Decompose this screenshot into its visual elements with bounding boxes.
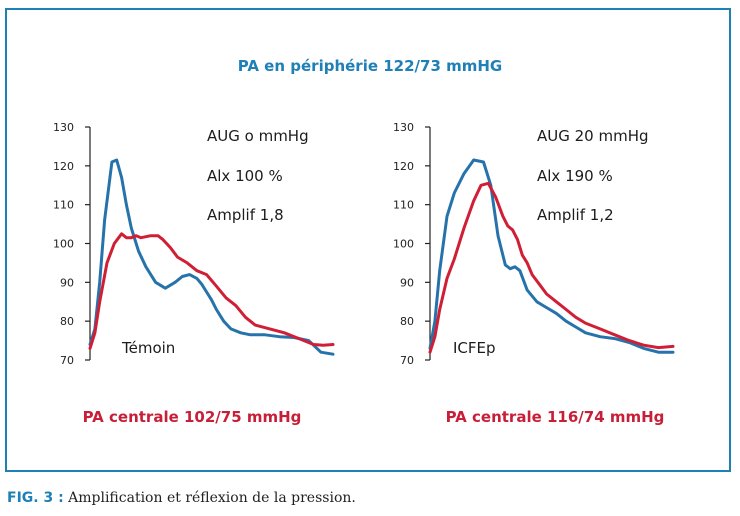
figure-frame: PA en périphérie 122/73 mmHG [5, 8, 731, 472]
y-tick-label: 90 [60, 276, 74, 289]
caption-text: Amplification et réflexion de la pressio… [68, 490, 356, 506]
y-tick-label: 90 [400, 276, 414, 289]
central-pressure-label: PA centrale 102/75 mmHg [83, 408, 302, 426]
annotation: AUG o mmHg [207, 127, 309, 145]
central-pressure-line [88, 232, 335, 350]
caption-figure-label: FIG. 3 : [7, 490, 64, 506]
peripheral-pressure-line [88, 158, 335, 356]
central-pressure-label: PA centrale 116/74 mmHg [446, 408, 665, 426]
figure-caption: FIG. 3 : Amplification et réflexion de l… [7, 490, 356, 506]
y-tick-label: 80 [60, 315, 74, 328]
y-tick-label: 120 [393, 160, 414, 173]
panel-label: ICFEp [453, 339, 496, 357]
y-tick-label: 80 [400, 315, 414, 328]
peripheral-pressure-line [428, 158, 675, 354]
annotation: Alx 100 % [207, 167, 283, 185]
y-tick-label: 130 [53, 121, 74, 134]
annotation: AUG 20 mmHg [537, 127, 649, 145]
figure-title: PA en périphérie 122/73 mmHG [237, 57, 503, 75]
annotation: Amplif 1,8 [207, 206, 284, 224]
y-tick-label: 110 [53, 199, 74, 212]
y-tick-label: 130 [393, 121, 414, 134]
y-tick-label: 70 [400, 354, 414, 367]
y-tick-label: 110 [393, 199, 414, 212]
y-tick-label: 70 [60, 354, 74, 367]
y-tick-label: 120 [53, 160, 74, 173]
panel-label: Témoin [121, 339, 175, 357]
y-tick-label: 100 [393, 238, 414, 251]
central-pressure-line [428, 181, 675, 354]
annotation: Amplif 1,2 [537, 206, 614, 224]
y-tick-label: 100 [53, 238, 74, 251]
annotation: Alx 190 % [537, 167, 613, 185]
